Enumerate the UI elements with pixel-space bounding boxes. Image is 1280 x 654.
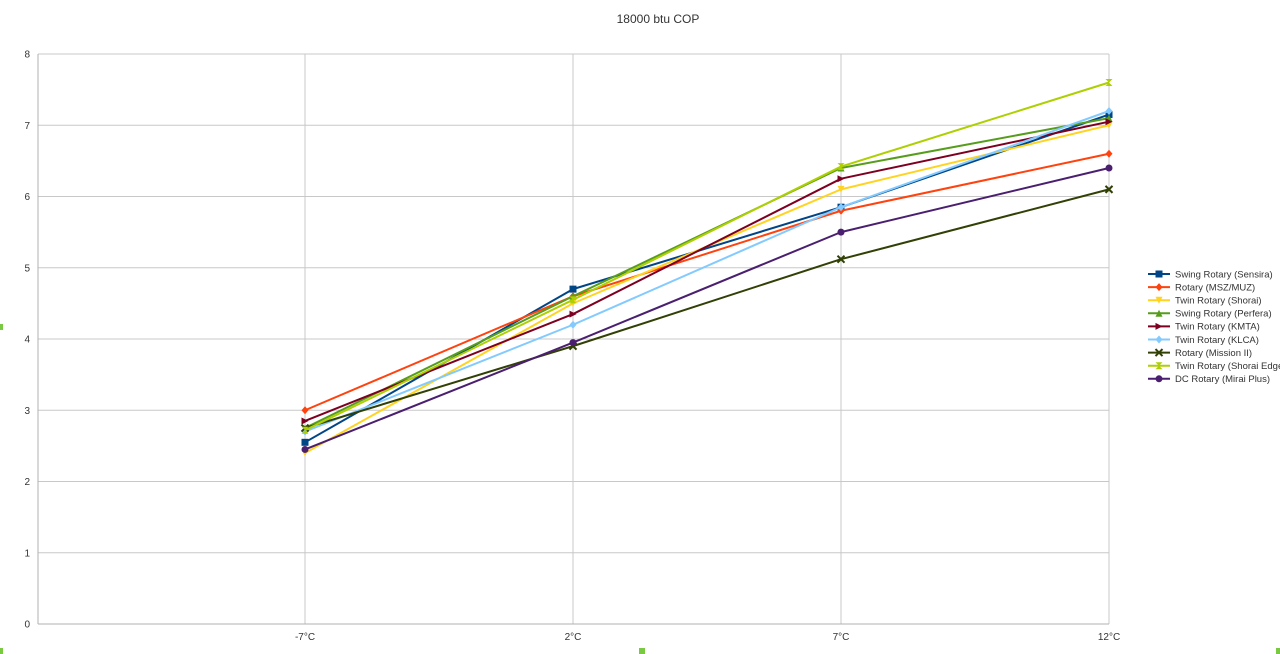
data-point <box>1105 149 1113 158</box>
legend-item: Twin Rotary (Shorai) <box>1148 296 1262 307</box>
x-tick-label: 12°C <box>1098 632 1120 643</box>
legend-item: Swing Rotary (Sensira) <box>1148 269 1273 280</box>
legend-marker <box>1155 283 1163 292</box>
legend-label: Twin Rotary (Shorai) <box>1175 296 1262 307</box>
data-point <box>836 254 846 264</box>
x-tick-label: 2°C <box>565 632 582 643</box>
data-point <box>301 406 309 415</box>
selection-handle-bottom[interactable] <box>639 648 645 654</box>
axis-layer: 0 1 2 3 4 5 6 7 8 -7°C 2°C 7°C 12°C <box>24 50 1120 644</box>
selection-handle-left[interactable] <box>0 324 3 330</box>
legend: Swing Rotary (Sensira) Rotary (MSZ/MUZ) Tw… <box>1148 269 1280 385</box>
legend-item: Swing Rotary (Perfera) <box>1148 309 1272 320</box>
data-point <box>569 310 577 318</box>
series-line <box>304 152 1110 412</box>
y-tick-label: 4 <box>24 335 30 346</box>
legend-label: Twin Rotary (KMTA) <box>1175 322 1260 333</box>
legend-item: DC Rotary (Mirai Plus) <box>1148 374 1270 385</box>
data-point <box>1105 79 1113 86</box>
y-tick-label: 5 <box>24 263 30 274</box>
data-point <box>1104 185 1114 194</box>
legend-marker <box>1155 375 1163 383</box>
y-tick-label: 8 <box>24 50 30 61</box>
series-7 <box>301 79 1113 434</box>
legend-item: Twin Rotary (KLCA) <box>1148 335 1259 346</box>
data-point <box>837 228 845 236</box>
series-line <box>304 117 1110 429</box>
legend-item: Twin Rotary (KMTA) <box>1148 322 1260 333</box>
data-point <box>837 163 845 171</box>
data-point <box>301 426 309 434</box>
legend-marker <box>1155 335 1163 344</box>
data-point <box>1105 118 1113 126</box>
data-point <box>837 175 845 183</box>
series-line <box>304 188 1110 430</box>
y-tick-label: 2 <box>24 477 30 488</box>
legend-item: Rotary (Mission II) <box>1148 348 1252 359</box>
data-point <box>837 185 845 193</box>
legend-marker <box>1154 348 1164 357</box>
legend-marker <box>1155 309 1163 317</box>
data-point <box>837 203 845 212</box>
y-tick-label: 1 <box>24 548 30 559</box>
series-line <box>304 167 1110 451</box>
data-point <box>1105 164 1113 172</box>
selection-handle-bottom-left[interactable] <box>0 648 3 654</box>
y-tick-label: 3 <box>24 406 30 417</box>
legend-label: Rotary (MSZ/MUZ) <box>1175 282 1255 293</box>
legend-marker <box>1155 270 1163 278</box>
data-point <box>569 296 577 304</box>
data-point <box>569 339 577 347</box>
series-line <box>304 81 1110 432</box>
series-line <box>304 124 1110 454</box>
legend-label: DC Rotary (Mirai Plus) <box>1175 374 1270 385</box>
data-point <box>1105 107 1113 115</box>
series-2 <box>301 121 1113 457</box>
legend-marker <box>1155 322 1163 330</box>
legend-marker <box>1155 362 1163 370</box>
series-layer <box>300 79 1114 457</box>
grid-layer <box>38 53 1110 625</box>
legend-item: Rotary (MSZ/MUZ) <box>1148 282 1255 293</box>
legend-label: Twin Rotary (KLCA) <box>1175 335 1259 346</box>
data-point <box>569 285 577 293</box>
legend-label: Swing Rotary (Perfera) <box>1175 309 1272 320</box>
series-4 <box>301 118 1113 425</box>
series-8 <box>301 164 1113 453</box>
y-tick-label: 7 <box>24 121 30 132</box>
x-tick-label: -7°C <box>295 632 315 643</box>
data-point <box>301 417 309 425</box>
selection-handle-bottom-right[interactable] <box>1276 648 1280 654</box>
y-tick-label: 0 <box>24 620 30 631</box>
selection-handles <box>0 324 1280 654</box>
legend-label: Twin Rotary (Shorai Edge) <box>1175 361 1280 372</box>
legend-marker <box>1155 296 1163 304</box>
series-6 <box>300 185 1114 433</box>
data-point <box>301 445 309 453</box>
legend-label: Rotary (Mission II) <box>1175 348 1252 359</box>
series-line <box>304 120 1110 422</box>
chart-title: 18000 btu COP <box>617 12 700 26</box>
data-point <box>301 438 309 446</box>
legend-label: Swing Rotary (Sensira) <box>1175 269 1273 280</box>
legend-item: Twin Rotary (Shorai Edge) <box>1148 361 1280 372</box>
series-line <box>304 113 1110 444</box>
y-tick-label: 6 <box>24 192 30 203</box>
series-line <box>304 110 1110 433</box>
data-point <box>569 320 577 329</box>
x-tick-label: 7°C <box>833 632 850 643</box>
series-0 <box>301 111 1113 446</box>
